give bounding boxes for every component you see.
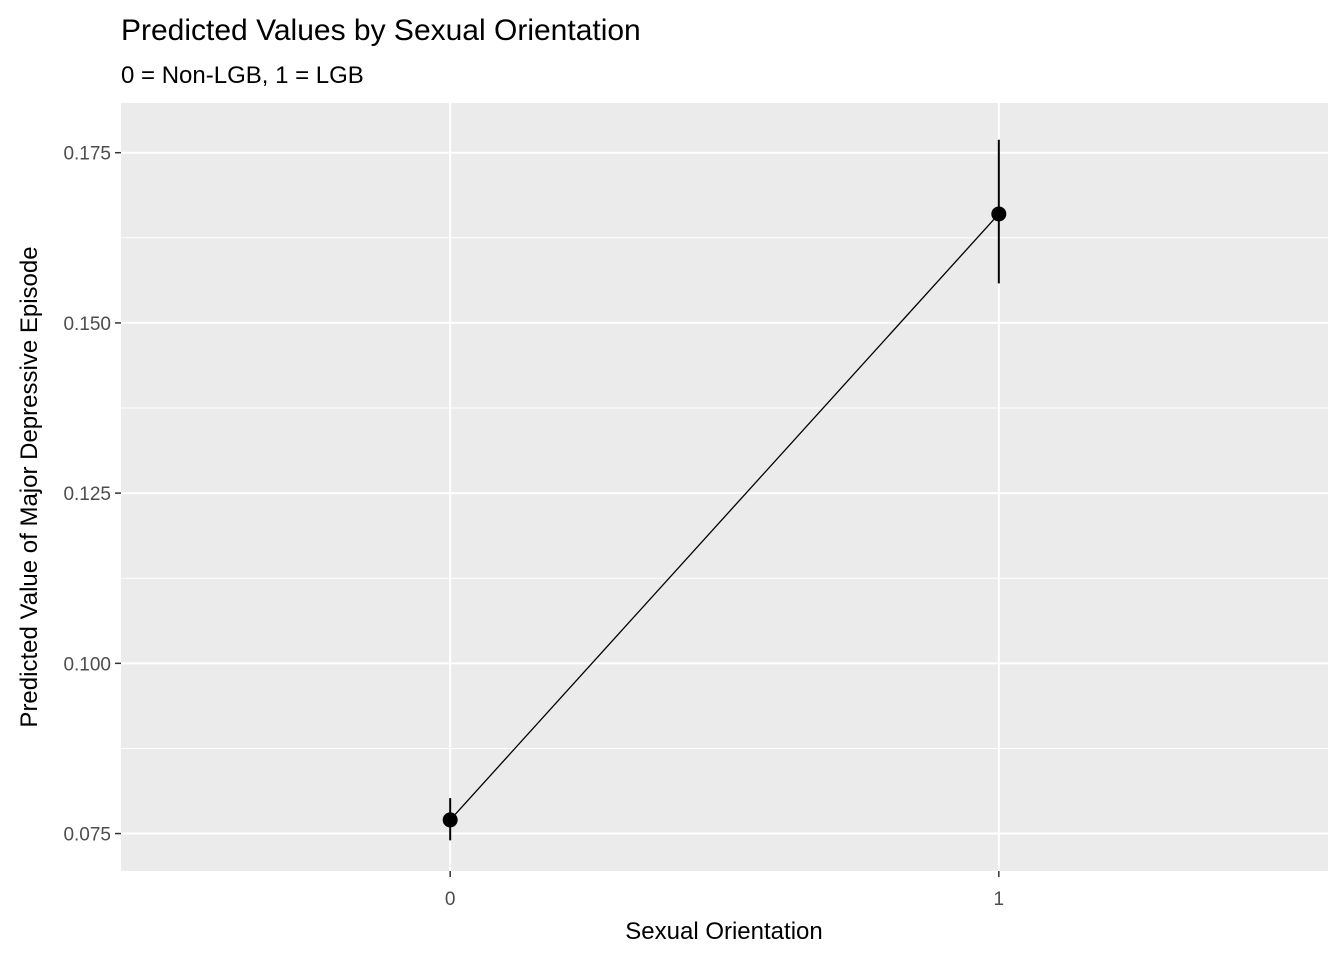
data-point <box>991 206 1007 222</box>
y-axis-title: Predicted Value of Major Depressive Epis… <box>16 246 43 727</box>
y-tick-label: 0.125 <box>63 484 111 505</box>
data-marks <box>442 139 1007 841</box>
x-tick-label: 0 <box>445 889 456 910</box>
data-point <box>442 812 458 828</box>
y-tick-label: 0.100 <box>63 654 111 675</box>
plot-panel <box>121 103 1328 871</box>
y-tick-label: 0.175 <box>63 144 111 165</box>
y-axis-ticks: 0.075 0.100 0.125 0.150 0.175 <box>63 144 121 846</box>
y-tick-label: 0.150 <box>63 314 111 335</box>
chart-subtitle: 0 = Non-LGB, 1 = LGB <box>121 62 364 89</box>
series-line <box>449 213 1000 821</box>
chart-title: Predicted Values by Sexual Orientation <box>121 14 641 47</box>
x-tick-label: 1 <box>994 889 1005 910</box>
grid-minor <box>121 237 1328 749</box>
x-axis-title: Sexual Orientation <box>625 918 822 945</box>
y-tick-label: 0.075 <box>63 825 111 846</box>
